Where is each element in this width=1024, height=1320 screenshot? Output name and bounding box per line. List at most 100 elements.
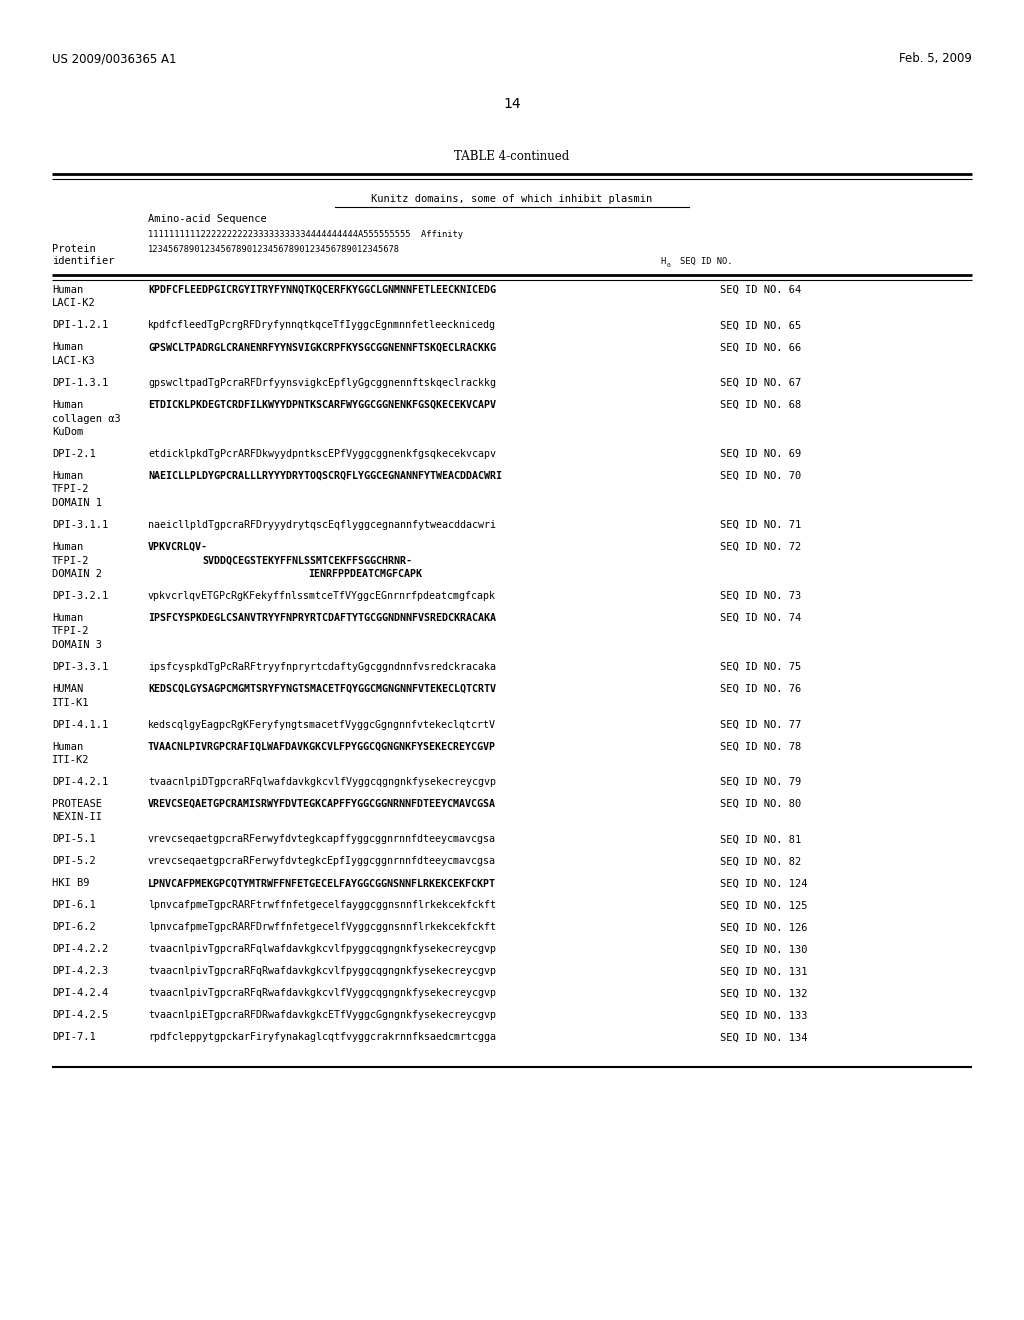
Text: LACI-K3: LACI-K3: [52, 356, 96, 366]
Text: ITI-K2: ITI-K2: [52, 755, 89, 766]
Text: kpdfcfleedTgPcrgRFDryfynnqtkqceTfIyggcEgnmnnfetleecknicedg: kpdfcfleedTgPcrgRFDryfynnqtkqceTfIyggcEg…: [148, 321, 496, 330]
Text: SEQ ID NO. 125: SEQ ID NO. 125: [720, 900, 808, 911]
Text: US 2009/0036365 A1: US 2009/0036365 A1: [52, 51, 176, 65]
Text: tvaacnlpiETgpcraRFDRwafdavkgkcETfVyggcGgngnkfysekecreycgvp: tvaacnlpiETgpcraRFDRwafdavkgkcETfVyggcGg…: [148, 1011, 496, 1020]
Text: SEQ ID NO. 130: SEQ ID NO. 130: [720, 945, 808, 954]
Text: DPI-2.1: DPI-2.1: [52, 449, 96, 459]
Text: VPKVCRLQV-: VPKVCRLQV-: [148, 543, 208, 552]
Text: DPI-5.2: DPI-5.2: [52, 857, 96, 866]
Text: Protein: Protein: [52, 244, 96, 253]
Text: collagen α3: collagen α3: [52, 413, 121, 424]
Text: DPI-3.2.1: DPI-3.2.1: [52, 591, 109, 601]
Text: SEQ ID NO. 75: SEQ ID NO. 75: [720, 663, 801, 672]
Text: vpkvcrlqvETGPcRgKFekyffnlssmtceTfVYggcEGnrnrfpdeatcmgfcapk: vpkvcrlqvETGPcRgKFekyffnlssmtceTfVYggcEG…: [148, 591, 496, 601]
Text: KuDom: KuDom: [52, 426, 83, 437]
Text: 0: 0: [667, 263, 671, 268]
Text: NAEICLLPLDYGPCRALLLRYYYDRYTOQSCRQFLYGGCEGNANNFYTWEACDDACWRI: NAEICLLPLDYGPCRALLLRYYYDRYTOQSCRQFLYGGCE…: [148, 471, 502, 480]
Text: KPDFCFLEEDPGICRGYITRYFYNNQTKQCERFKYGGCLGNMNNFETLEECKNICEDG: KPDFCFLEEDPGICRGYITRYFYNNQTKQCERFKYGGCLG…: [148, 285, 496, 294]
Text: tvaacnlpivTgpcraRFqRwafdavkgkcvlfpyggcqgngnkfysekecreycgvp: tvaacnlpivTgpcraRFqRwafdavkgkcvlfpyggcqg…: [148, 966, 496, 977]
Text: SEQ ID NO. 74: SEQ ID NO. 74: [720, 612, 801, 623]
Text: PROTEASE: PROTEASE: [52, 799, 102, 809]
Text: DPI-1.3.1: DPI-1.3.1: [52, 378, 109, 388]
Text: etdicklpkdTgPcrARFDkwyydpntkscEPfVyggcggnenkfgsqkecekvcapv: etdicklpkdTgPcrARFDkwyydpntkscEPfVyggcgg…: [148, 449, 496, 459]
Text: GPSWCLTPADRGLCRANENRFYYNSVIGKCRPFKYSGCGGNENNFTSKQECLRACKKG: GPSWCLTPADRGLCRANENRFYYNSVIGKCRPFKYSGCGG…: [148, 342, 496, 352]
Text: DPI-4.2.2: DPI-4.2.2: [52, 945, 109, 954]
Text: identifier: identifier: [52, 256, 115, 267]
Text: SEQ ID NO. 72: SEQ ID NO. 72: [720, 543, 801, 552]
Text: 1111111111222222222233333333334444444444A555555555  Affinity: 1111111111222222222233333333334444444444…: [148, 230, 463, 239]
Text: SEQ ID NO. 67: SEQ ID NO. 67: [720, 378, 801, 388]
Text: LPNVCAFPMEKGPCQTYMTRWFFNFETGECELFAYGGCGGNSNNFLRKEKCEKFCKPT: LPNVCAFPMEKGPCQTYMTRWFFNFETGECELFAYGGCGG…: [148, 879, 496, 888]
Text: Human: Human: [52, 285, 83, 294]
Text: Human: Human: [52, 543, 83, 552]
Text: SEQ ID NO. 71: SEQ ID NO. 71: [720, 520, 801, 531]
Text: lpnvcafpmeTgpcRARFDrwffnfetgecelfVyggcggnsnnflrkekcekfckft: lpnvcafpmeTgpcRARFDrwffnfetgecelfVyggcgg…: [148, 923, 496, 932]
Text: kedscqlgyEagpcRgKFeryfyngtsmacetfVyggcGgngnnfvtekeclqtcrtV: kedscqlgyEagpcRgKFeryfyngtsmacetfVyggcGg…: [148, 719, 496, 730]
Text: DOMAIN 1: DOMAIN 1: [52, 498, 102, 508]
Text: TABLE 4-continued: TABLE 4-continued: [455, 150, 569, 162]
Text: H: H: [660, 257, 666, 267]
Text: DPI-4.2.5: DPI-4.2.5: [52, 1011, 109, 1020]
Text: Human: Human: [52, 612, 83, 623]
Text: NEXIN-II: NEXIN-II: [52, 813, 102, 822]
Text: DPI-5.1: DPI-5.1: [52, 834, 96, 845]
Text: SEQ ID NO. 69: SEQ ID NO. 69: [720, 449, 801, 459]
Text: rpdfcleppytgpckarFiryfynakaglcqtfvyggcrakrnnfksaedcmrtcgga: rpdfcleppytgpckarFiryfynakaglcqtfvyggcra…: [148, 1032, 496, 1043]
Text: vrevcseqaetgpcraRFerwyfdvtegkcEpfIyggcggnrnnfdteeycmavcgsa: vrevcseqaetgpcraRFerwyfdvtegkcEpfIyggcgg…: [148, 857, 496, 866]
Text: KEDSCQLGYSAGPCMGMTSRYFYNGTSMACETFQYGGCMGNGNNFVTEKECLQTCRTV: KEDSCQLGYSAGPCMGMTSRYFYNGTSMACETFQYGGCMG…: [148, 684, 496, 694]
Text: Human: Human: [52, 342, 83, 352]
Text: vrevcseqaetgpcraRFerwyfdvtegkcapffyggcggnrnnfdteeycmavcgsa: vrevcseqaetgpcraRFerwyfdvtegkcapffyggcgg…: [148, 834, 496, 845]
Text: SEQ ID NO. 77: SEQ ID NO. 77: [720, 719, 801, 730]
Text: SEQ ID NO. 65: SEQ ID NO. 65: [720, 321, 801, 330]
Text: SEQ ID NO. 80: SEQ ID NO. 80: [720, 799, 801, 809]
Text: tvaacnlpivTgpcraRFqRwafdavkgkcvlfVyggcqgngnkfysekecreycgvp: tvaacnlpivTgpcraRFqRwafdavkgkcvlfVyggcqg…: [148, 989, 496, 998]
Text: TFPI-2: TFPI-2: [52, 556, 89, 565]
Text: VREVCSEQAETGPCRAMISRWYFDVTEGKCAPFFYGGCGGNRNNFDTEEYCMAVCGSA: VREVCSEQAETGPCRAMISRWYFDVTEGKCAPFFYGGCGG…: [148, 799, 496, 809]
Text: SEQ ID NO. 134: SEQ ID NO. 134: [720, 1032, 808, 1043]
Text: SEQ ID NO. 73: SEQ ID NO. 73: [720, 591, 801, 601]
Text: SEQ ID NO. 131: SEQ ID NO. 131: [720, 966, 808, 977]
Text: DPI-4.2.3: DPI-4.2.3: [52, 966, 109, 977]
Text: gpswcltpadTgPcraRFDrfyynsvigkcEpflyGgcggnennftskqeclrackkg: gpswcltpadTgPcraRFDrfyynsvigkcEpflyGgcgg…: [148, 378, 496, 388]
Text: SEQ ID NO. 81: SEQ ID NO. 81: [720, 834, 801, 845]
Text: SVDDQCEGSTEKYFFNLSSMTCEKFFSGGCHRNR-: SVDDQCEGSTEKYFFNLSSMTCEKFFSGGCHRNR-: [202, 556, 412, 565]
Text: IENRFPPDEATCMGFCAPK: IENRFPPDEATCMGFCAPK: [308, 569, 422, 579]
Text: DPI-3.3.1: DPI-3.3.1: [52, 663, 109, 672]
Text: Human: Human: [52, 400, 83, 411]
Text: SEQ ID NO. 82: SEQ ID NO. 82: [720, 857, 801, 866]
Text: ETDICKLPKDEGTCRDFILKWYYDPNTKSCARFWYGGCGGNENKFGSQKECEKVCAPV: ETDICKLPKDEGTCRDFILKWYYDPNTKSCARFWYGGCGG…: [148, 400, 496, 411]
Text: 123456789012345678901234567890123456789012345678: 1234567890123456789012345678901234567890…: [148, 246, 400, 253]
Text: LACI-K2: LACI-K2: [52, 298, 96, 309]
Text: DPI-1.2.1: DPI-1.2.1: [52, 321, 109, 330]
Text: SEQ ID NO. 70: SEQ ID NO. 70: [720, 471, 801, 480]
Text: Kunitz domains, some of which inhibit plasmin: Kunitz domains, some of which inhibit pl…: [372, 194, 652, 205]
Text: DPI-4.2.4: DPI-4.2.4: [52, 989, 109, 998]
Text: HUMAN: HUMAN: [52, 684, 83, 694]
Text: Feb. 5, 2009: Feb. 5, 2009: [899, 51, 972, 65]
Text: SEQ ID NO. 78: SEQ ID NO. 78: [720, 742, 801, 751]
Text: tvaacnlpiDTgpcraRFqlwafdavkgkcvlfVyggcqgngnkfysekecreycgvp: tvaacnlpiDTgpcraRFqlwafdavkgkcvlfVyggcqg…: [148, 777, 496, 787]
Text: Amino-acid Sequence: Amino-acid Sequence: [148, 214, 266, 224]
Text: SEQ ID NO. 126: SEQ ID NO. 126: [720, 923, 808, 932]
Text: TFPI-2: TFPI-2: [52, 484, 89, 495]
Text: ITI-K1: ITI-K1: [52, 697, 89, 708]
Text: IPSFCYSPKDEGLCSANVTRYYFNPRYRTCDAFTYTGCGGNDNNFVSREDCKRACAKA: IPSFCYSPKDEGLCSANVTRYYFNPRYRTCDAFTYTGCGG…: [148, 612, 496, 623]
Text: DOMAIN 3: DOMAIN 3: [52, 640, 102, 649]
Text: 14: 14: [503, 96, 521, 111]
Text: TFPI-2: TFPI-2: [52, 627, 89, 636]
Text: DOMAIN 2: DOMAIN 2: [52, 569, 102, 579]
Text: Human: Human: [52, 471, 83, 480]
Text: SEQ ID NO. 132: SEQ ID NO. 132: [720, 989, 808, 998]
Text: SEQ ID NO. 124: SEQ ID NO. 124: [720, 879, 808, 888]
Text: Human: Human: [52, 742, 83, 751]
Text: ipsfcyspkdTgPcRaRFtryyfnpryrtcdaftyGgcggndnnfvsredckracaka: ipsfcyspkdTgPcRaRFtryyfnpryrtcdaftyGgcgg…: [148, 663, 496, 672]
Text: SEQ ID NO. 76: SEQ ID NO. 76: [720, 684, 801, 694]
Text: DPI-6.1: DPI-6.1: [52, 900, 96, 911]
Text: SEQ ID NO. 68: SEQ ID NO. 68: [720, 400, 801, 411]
Text: SEQ ID NO. 66: SEQ ID NO. 66: [720, 342, 801, 352]
Text: DPI-6.2: DPI-6.2: [52, 923, 96, 932]
Text: TVAACNLPIVRGPCRAFIQLWAFDAVKGKCVLFPYGGCQGNGNKFYSEKECREYCGVP: TVAACNLPIVRGPCRAFIQLWAFDAVKGKCVLFPYGGCQG…: [148, 742, 496, 751]
Text: DPI-4.1.1: DPI-4.1.1: [52, 719, 109, 730]
Text: DPI-4.2.1: DPI-4.2.1: [52, 777, 109, 787]
Text: naeicllpldTgpcraRFDryyydrytqscEqflyggcegnannfytweacddacwri: naeicllpldTgpcraRFDryyydrytqscEqflyggceg…: [148, 520, 496, 531]
